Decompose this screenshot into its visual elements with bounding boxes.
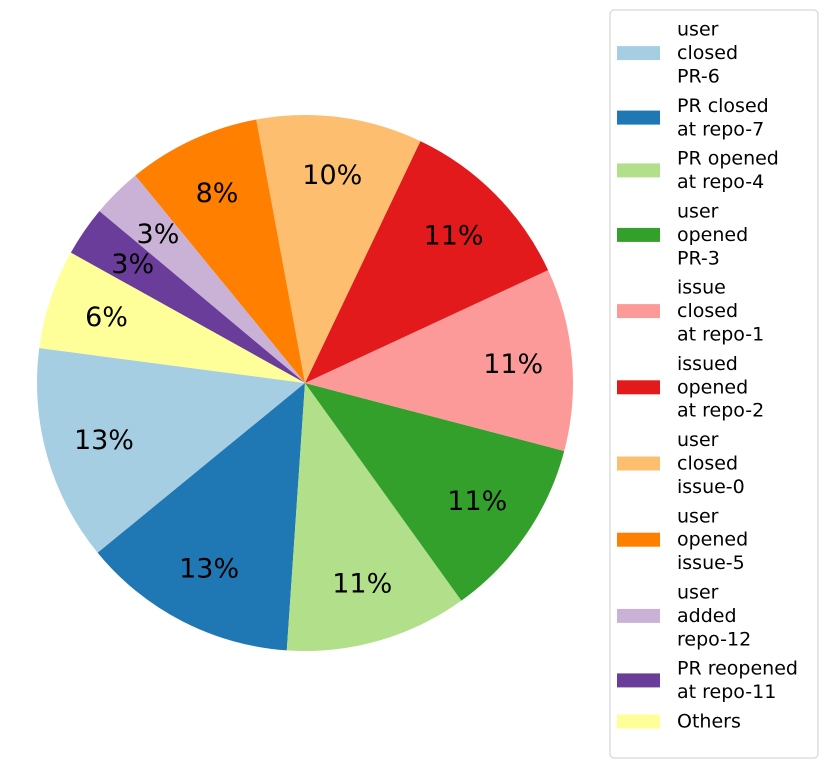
legend-label-2-line-0: PR opened (677, 148, 779, 170)
slice-percent-label-5: 11% (424, 220, 484, 251)
slice-percent-label-1: 13% (179, 553, 239, 584)
legend-label-8-line-1: added (677, 605, 737, 627)
pie-slice-9 (70, 211, 305, 383)
legend-swatch-7 (617, 532, 660, 547)
pie-slices (36, 114, 573, 651)
legend-label-3-line-2: PR-3 (677, 247, 720, 269)
legend-label-4-line-0: issue (677, 277, 726, 299)
pie-slice-0 (36, 348, 305, 553)
pie-percent-labels: 13% 13% 11% 11% 11% 11% 10% 8% 3%3% 6% (74, 160, 543, 599)
slice-percent-label-2: 11% (332, 569, 392, 600)
legend-swatch-9 (617, 673, 660, 688)
legend-swatch-3 (617, 227, 660, 242)
legend-label-6-line-2: issue-0 (677, 476, 745, 498)
legend-label-0-line-0: user (677, 19, 719, 41)
slice-percent-label-7: 8% (196, 178, 239, 209)
pie-slice-3 (305, 383, 565, 601)
slice-percent-label-0: 13% (74, 425, 134, 456)
legend-item-10: Others (617, 711, 741, 733)
legend-label-6-line-1: closed (677, 453, 738, 475)
pie-slice-5 (305, 141, 549, 383)
legend-swatch-1 (617, 110, 660, 125)
slice-percent-label-10: 6% (85, 302, 128, 333)
legend-label-5-line-0: issued (677, 353, 738, 375)
legend-label-8-line-2: repo-12 (677, 628, 751, 650)
pie-slice-8 (99, 175, 305, 383)
slice-percent-label-4: 11% (483, 349, 543, 380)
legend-label-1-line-0: PR closed (677, 95, 769, 117)
legend-label-9-line-0: PR reopened (677, 658, 798, 680)
legend-label-7-line-2: issue-5 (677, 552, 745, 574)
legend-label-2-line-1: at repo-4 (677, 171, 764, 193)
legend-label-7-line-0: user (677, 505, 719, 527)
legend-label-5-line-2: at repo-2 (677, 400, 764, 422)
legend-label-6-line-0: user (677, 429, 719, 451)
legend-swatch-4 (617, 304, 660, 319)
legend-swatch-10 (617, 714, 660, 729)
pie-slice-4 (305, 270, 573, 452)
legend-label-0-line-1: closed (677, 42, 738, 64)
legend-swatch-8 (617, 608, 660, 623)
legend-swatch-0 (617, 46, 660, 61)
legend-label-7-line-1: opened (677, 529, 748, 551)
slice-percent-label-3: 11% (447, 486, 507, 517)
legend-label-8-line-0: user (677, 582, 719, 604)
legend-label-1-line-1: at repo-7 (677, 118, 764, 140)
pie-slice-1 (97, 383, 305, 651)
legend-label-10-line-0: Others (677, 711, 741, 733)
legend-label-5-line-1: opened (677, 376, 748, 398)
pie-slice-10 (39, 252, 305, 383)
legend-label-3-line-0: user (677, 201, 719, 223)
legend-label-0-line-2: PR-6 (677, 66, 720, 88)
legend-swatch-5 (617, 380, 660, 395)
legend-frame (609, 9, 819, 759)
legend-label-4-line-1: closed (677, 300, 738, 322)
slice-percent-label-8: 3% (137, 219, 180, 250)
legend-swatch-6 (617, 456, 660, 471)
legend-label-3-line-1: opened (677, 224, 748, 246)
pie-slice-2 (286, 383, 462, 651)
legend-label-9-line-1: at repo-11 (677, 681, 776, 703)
pie-slice-7 (135, 119, 305, 384)
slice-percent-label-6: 10% (302, 160, 362, 191)
slice-percent-label-9: 3% (111, 249, 154, 280)
pie-slice-6 (256, 114, 421, 383)
legend-swatch-2 (617, 163, 660, 178)
legend-label-4-line-2: at repo-1 (677, 324, 764, 346)
